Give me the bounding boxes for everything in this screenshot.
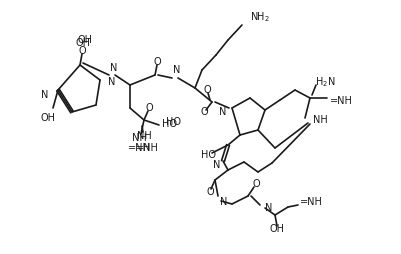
Text: HO: HO — [162, 119, 177, 129]
Text: NH: NH — [313, 115, 328, 125]
Text: O: O — [203, 85, 211, 95]
Text: NH: NH — [132, 133, 146, 143]
Text: OH: OH — [75, 38, 91, 48]
Text: N: N — [213, 160, 220, 170]
Text: =NH: =NH — [300, 197, 323, 207]
Text: H$_2$N: H$_2$N — [315, 75, 336, 89]
Text: HO: HO — [200, 150, 215, 160]
Text: N: N — [220, 197, 227, 207]
Text: N: N — [110, 63, 117, 73]
Text: NH$_2$: NH$_2$ — [250, 10, 270, 24]
Text: N: N — [41, 90, 48, 100]
Text: O: O — [252, 179, 260, 189]
Text: OH: OH — [269, 224, 284, 234]
Text: O: O — [200, 107, 208, 117]
Text: O: O — [78, 46, 86, 56]
Text: N: N — [108, 77, 115, 87]
Text: O: O — [145, 103, 153, 113]
Text: N: N — [173, 65, 181, 75]
Text: HO: HO — [166, 117, 181, 127]
Text: =NH: =NH — [330, 96, 353, 106]
Text: OH: OH — [77, 35, 93, 45]
Text: =NH: =NH — [136, 143, 158, 153]
Text: N: N — [219, 107, 226, 117]
Text: NH: NH — [137, 131, 151, 141]
Text: OH: OH — [41, 113, 55, 123]
Text: N: N — [265, 203, 272, 213]
Text: O: O — [206, 187, 214, 197]
Text: =NH: =NH — [128, 143, 150, 153]
Text: O: O — [153, 57, 161, 67]
